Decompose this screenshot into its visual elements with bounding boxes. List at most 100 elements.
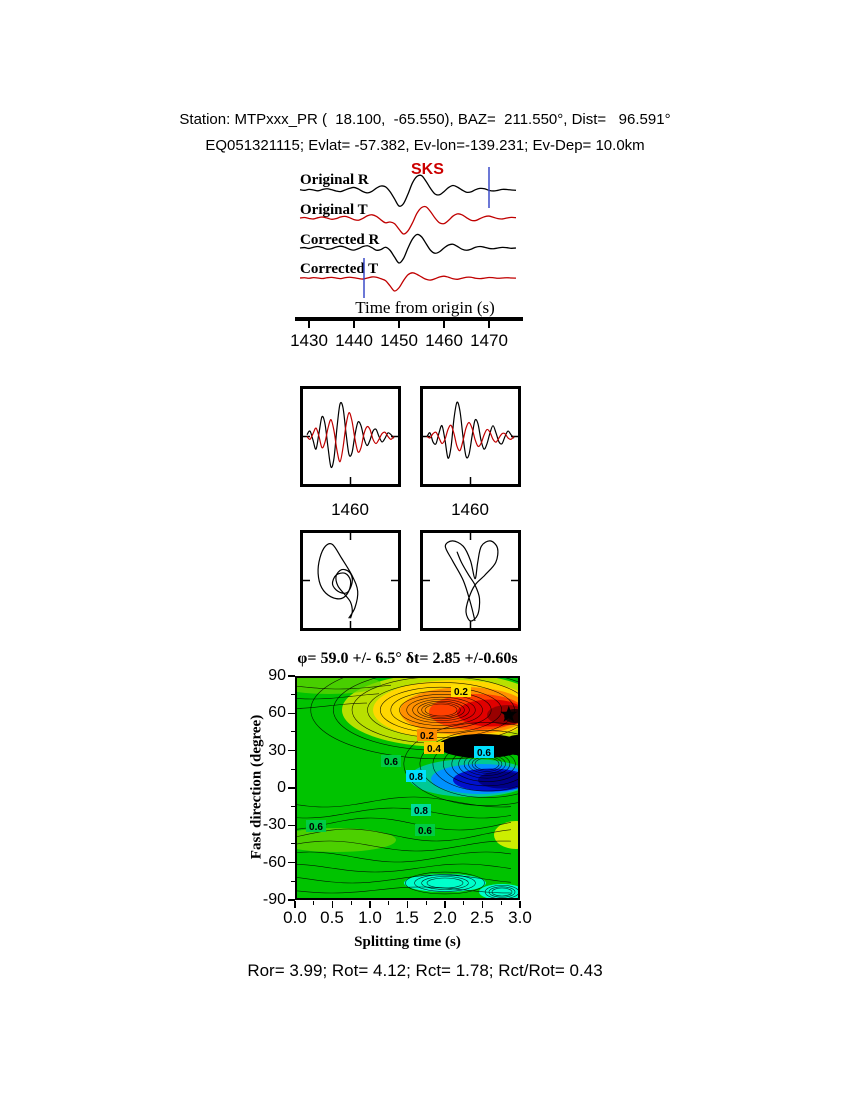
splitting-time-tick-label: 2.5 xyxy=(470,908,494,927)
axis-tick xyxy=(488,321,490,328)
contour-line xyxy=(403,722,520,806)
fast-direction-tick-label: 30 xyxy=(268,742,286,759)
event-info-line: EQ051321115; Evlat= -57.382, Ev-lon=-139… xyxy=(205,137,645,154)
contour-line xyxy=(295,702,368,710)
axis-tick xyxy=(388,901,390,905)
window-trace-t xyxy=(306,412,395,463)
contour-line xyxy=(491,887,513,897)
fast-direction-tick-label: -30 xyxy=(262,816,286,833)
time-axis-line xyxy=(295,317,523,321)
contour-line xyxy=(399,694,483,726)
contour-label-box xyxy=(411,804,431,816)
axis-tick xyxy=(291,731,295,733)
splitting-time-axis-label: Splitting time (s) xyxy=(354,934,461,950)
fast-direction-tick-label: 0 xyxy=(277,779,286,796)
axis-tick xyxy=(291,768,295,770)
particle-motion-panel-original xyxy=(300,530,401,631)
axis-tick xyxy=(288,675,295,677)
contour-label-box xyxy=(424,742,444,754)
axis-tick xyxy=(291,693,295,695)
particle-motion-plot-original xyxy=(303,533,398,628)
axis-tick xyxy=(353,321,355,328)
contour-line xyxy=(405,871,485,895)
contour-line xyxy=(295,796,512,808)
contour-frame xyxy=(295,676,520,900)
contour-line xyxy=(390,690,492,730)
contour-line xyxy=(295,817,512,831)
energy-region xyxy=(494,821,520,849)
window-trace-r xyxy=(426,401,515,459)
phase-label-sks: SKS xyxy=(411,161,444,178)
trace-label-original-t: Original T xyxy=(300,202,368,218)
contour-line xyxy=(421,876,469,890)
contour-label-box xyxy=(417,729,437,741)
contour-line xyxy=(295,874,512,884)
trace-label-original-r: Original R xyxy=(300,172,369,188)
axis-tick xyxy=(291,805,295,807)
axis-tick xyxy=(398,321,400,328)
axis-tick xyxy=(294,901,296,908)
window-tick-label-corrected: 1460 xyxy=(451,500,489,519)
contour-label: 0.8 xyxy=(409,772,423,783)
waveform-traces-plot xyxy=(299,167,517,298)
energy-region xyxy=(295,676,381,694)
trace-original-r xyxy=(299,174,517,207)
time-tick-label: 1430 xyxy=(290,331,328,350)
contour-line xyxy=(295,851,512,863)
contour-label: 0.6 xyxy=(418,826,432,837)
axis-tick xyxy=(443,321,445,328)
contour-line xyxy=(432,736,520,792)
contour-line xyxy=(295,828,512,842)
axis-tick xyxy=(519,901,521,908)
splitting-time-tick-label: 0.0 xyxy=(283,908,307,927)
window-panel-original xyxy=(300,386,401,487)
contour-line xyxy=(310,676,520,760)
contour-line xyxy=(295,886,512,894)
contour-line xyxy=(406,696,476,724)
particle-motion-plot-corrected xyxy=(423,533,518,628)
splitting-time-tick-label: 3.0 xyxy=(508,908,532,927)
window-waveform-plot-corrected xyxy=(423,401,518,484)
contour-line xyxy=(295,684,392,690)
time-tick-label: 1470 xyxy=(470,331,508,350)
axis-tick xyxy=(288,899,295,901)
axis-tick xyxy=(308,321,310,328)
trace-corrected-r xyxy=(299,233,517,264)
axis-tick xyxy=(288,749,295,752)
contour-label: 0.6 xyxy=(384,757,398,768)
time-tick-label: 1450 xyxy=(380,331,418,350)
particle-motion-panel-corrected xyxy=(420,530,521,631)
trace-label-corrected-r: Corrected R xyxy=(300,232,380,248)
axis-tick xyxy=(313,901,315,905)
time-tick-label: 1460 xyxy=(425,331,463,350)
contour-label: 0.4 xyxy=(427,744,441,755)
result-summary: Ror= 3.99; Rot= 4.12; Rct= 1.78; Rct/Rot… xyxy=(247,961,603,980)
splitting-time-tick-label: 1.0 xyxy=(358,908,382,927)
axis-tick xyxy=(291,843,295,845)
axis-tick xyxy=(288,861,295,864)
contour-line xyxy=(417,700,465,720)
particle-motion-curve xyxy=(444,540,499,622)
contour-label-box xyxy=(451,685,471,697)
contour-line xyxy=(421,702,461,718)
time-axis-label: Time from origin (s) xyxy=(355,298,495,317)
axis-tick xyxy=(288,787,295,789)
contour-label: 0.6 xyxy=(309,822,323,833)
axis-tick xyxy=(288,824,295,827)
fast-direction-tick-label: 60 xyxy=(268,704,286,721)
energy-region xyxy=(295,828,396,852)
window-trace-t xyxy=(426,421,515,452)
axis-tick xyxy=(288,712,295,715)
contour-label: 0.8 xyxy=(414,806,428,817)
contour-line xyxy=(295,807,512,819)
contour-line xyxy=(412,699,470,721)
energy-map-plot: 0.2 0.2 0.4 0.6 0.6 0.8 0.8 0.6 0.6 xyxy=(295,676,520,900)
axis-tick xyxy=(444,901,446,908)
contour-line xyxy=(295,693,380,700)
trace-label-corrected-t: Corrected T xyxy=(300,261,379,277)
axis-tick xyxy=(500,901,502,905)
energy-region xyxy=(404,874,486,892)
fast-direction-tick-label: -90 xyxy=(262,891,286,908)
contour-title: φ= 59.0 +/- 6.5° δt= 2.85 +/-0.60s xyxy=(297,650,518,667)
trace-original-t xyxy=(299,205,517,235)
